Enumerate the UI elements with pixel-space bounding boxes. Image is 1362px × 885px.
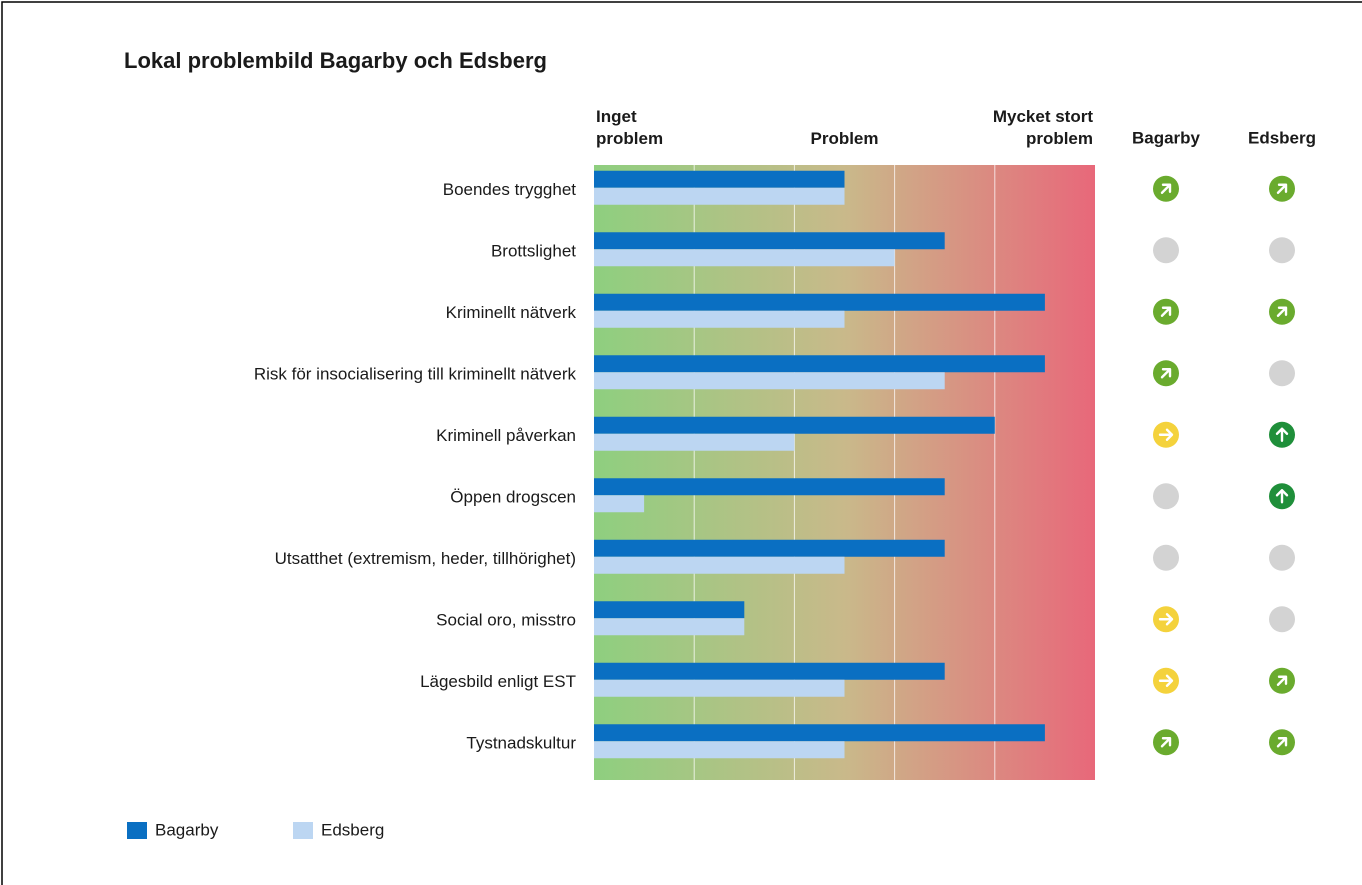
trend-arrow [1276,306,1288,317]
category-label: Utsatthet (extremism, heder, tillhörighe… [275,549,576,568]
trend-circle [1269,606,1295,633]
legend-label: Edsberg [321,820,384,839]
trend-icon [1153,298,1179,325]
trend-arrow [1158,428,1174,441]
trend-icon [1153,483,1179,510]
bar [594,433,795,451]
trend-arrow [1275,427,1289,442]
bar [594,478,945,496]
trend-icon [1153,667,1179,694]
trend-icon [1269,237,1295,264]
trend-icon [1269,360,1295,387]
bar [594,310,845,328]
scale-label: Mycket stort problem [992,107,1093,148]
bar [594,539,945,557]
trend-column-header: Bagarby [1132,128,1201,147]
trend-icon [1153,729,1179,756]
trend-arrow [1160,737,1172,748]
trend-icon [1269,175,1295,202]
trend-icon [1153,544,1179,571]
trend-icon [1269,421,1295,448]
bar [594,293,1045,311]
bar [594,618,745,636]
trend-arrow [1275,489,1289,504]
trend-icon [1269,729,1295,756]
trend-arrow [1158,613,1174,626]
trend-column-header: Edsberg [1248,128,1316,147]
trend-arrow [1276,675,1288,686]
trend-icon [1269,667,1295,694]
bar [594,187,845,205]
trend-arrow [1276,737,1288,748]
bar [594,416,995,434]
trend-icon [1269,298,1295,325]
category-label: Risk för insocialisering till kriminellt… [254,365,577,384]
trend-icon [1269,483,1295,510]
bar [594,249,895,267]
trend-arrow [1276,183,1288,194]
category-label: Social oro, misstro [436,611,576,630]
legend-label: Bagarby [155,820,219,839]
scale-label: Problem [810,129,879,148]
category-label: Öppen drogscen [450,488,576,507]
category-label: Boendes trygghet [443,180,577,199]
category-label: Kriminellt nätverk [446,303,577,322]
bar [594,724,1045,742]
bar [594,741,845,759]
category-label: Tystnadskultur [466,734,576,753]
trend-icon [1153,175,1179,202]
trend-circle [1269,237,1295,264]
category-label: Lägesbild enligt EST [420,672,576,691]
bar [594,601,745,619]
bar [594,170,845,188]
trend-circle [1153,544,1179,571]
trend-circle [1153,237,1179,264]
trend-icon [1153,237,1179,264]
trend-arrow [1160,183,1172,194]
bar [594,662,945,680]
legend-swatch [127,822,147,839]
bar [594,679,845,697]
trend-arrow [1160,306,1172,317]
trend-icon [1269,544,1295,571]
trend-icon [1153,360,1179,387]
category-label: Brottslighet [491,242,576,261]
bar [594,355,1045,373]
chart-title: Lokal problembild Bagarby och Edsberg [124,48,547,73]
trend-circle [1153,483,1179,510]
scale-label: Inget problem [596,107,664,148]
bar [594,495,645,513]
trend-arrow [1160,368,1172,379]
category-label: Kriminell påverkan [436,426,576,445]
trend-icon [1153,421,1179,448]
bar [594,556,845,574]
trend-icon [1269,606,1295,633]
trend-circle [1269,360,1295,387]
legend-swatch [293,822,313,839]
trend-arrow [1158,674,1174,687]
bar [594,372,945,390]
bar [594,232,945,250]
trend-icon [1153,606,1179,633]
trend-circle [1269,544,1295,571]
